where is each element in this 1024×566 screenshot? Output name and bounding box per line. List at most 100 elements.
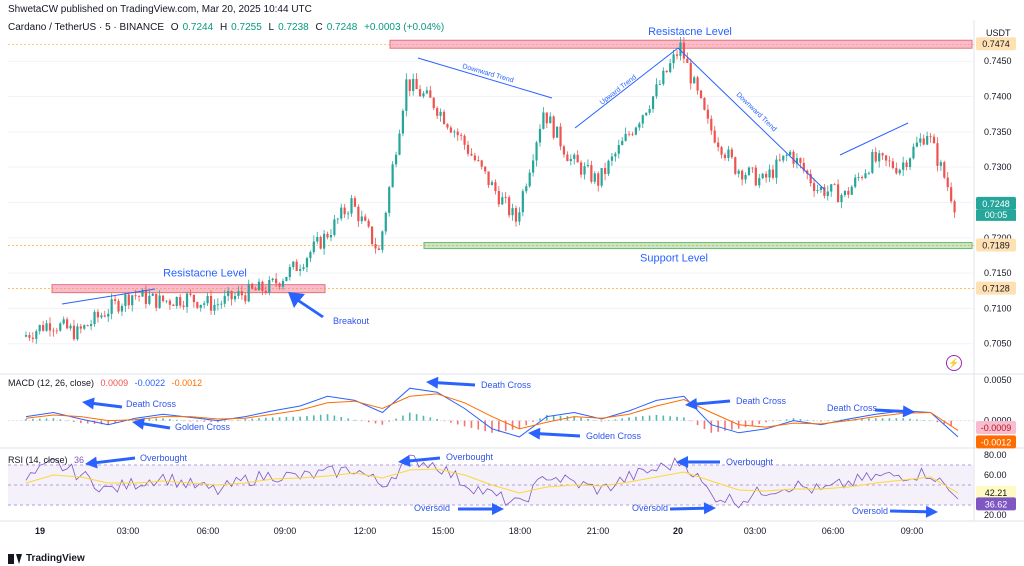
lightning-icon[interactable]: ⚡ [946, 355, 962, 371]
macd-histogram-bar [662, 415, 665, 421]
candle-body [110, 299, 113, 314]
candle-body [939, 162, 942, 166]
candle-body [230, 290, 233, 300]
macd-histogram-bar [696, 420, 699, 426]
macd-histogram-bar [360, 420, 363, 422]
resistance-top-label: Resistacne Level [648, 26, 732, 38]
macd-histogram-bar [189, 420, 192, 422]
candle-body [206, 295, 209, 304]
candle-body [799, 158, 802, 163]
macd-histogram-bar [230, 420, 233, 422]
overbought-label-2: Overbought [446, 452, 494, 462]
rsi-tag-2-bg [976, 497, 1016, 511]
macd-histogram-bar [402, 415, 404, 421]
trend-line [417, 57, 553, 99]
candle-body [350, 198, 353, 214]
candle-body [425, 90, 428, 94]
candle-body [693, 77, 696, 84]
candle-body [484, 166, 487, 172]
candle-body [59, 323, 62, 331]
macd-histogram-bar [73, 420, 75, 422]
candle-body [932, 136, 936, 144]
death-cross-label-2: Death Cross [481, 380, 532, 390]
candle-body [494, 182, 497, 192]
death-cross-label-1: Death Cross [126, 399, 177, 409]
tradingview-logo-icon [8, 553, 22, 564]
candle-body [545, 112, 548, 124]
symbol-name[interactable]: Cardano / TetherUS · 5 · BINANCE [8, 22, 164, 33]
candle-body [449, 127, 452, 133]
macd-histogram-bar [689, 420, 692, 422]
candle-body [888, 160, 891, 162]
macd-histogram-bar [237, 419, 240, 421]
golden-cross-label-1: Golden Cross [175, 422, 231, 432]
macd-histogram-bar [600, 420, 603, 422]
overbought-label-3: Overbought [726, 457, 774, 467]
candle-body [292, 261, 295, 268]
candle-body [24, 335, 28, 337]
candle-body [669, 63, 672, 73]
golden-cross-arrow-icon [132, 417, 171, 430]
macd-label[interactable]: MACD (12, 26, close) [8, 378, 95, 388]
death-cross-label-4: Death Cross [827, 403, 878, 413]
candle-body [278, 283, 281, 287]
candle-body [703, 97, 706, 110]
macd-histogram-bar [593, 420, 596, 421]
candle-body [754, 167, 757, 186]
macd-histogram-bar [319, 414, 322, 421]
candle-body [884, 155, 888, 161]
overbought-arrow-icon [398, 454, 441, 467]
candle-body [357, 206, 360, 222]
oversold-arrow-icon [458, 503, 504, 515]
macd-histogram-bar [943, 420, 946, 424]
macd-histogram-bar [909, 418, 911, 421]
macd-tag-1-bg [976, 420, 1016, 434]
candle-body [209, 295, 213, 311]
overbought-arrow-icon [85, 456, 136, 469]
macd-histogram-bar [655, 414, 658, 421]
macd-histogram-bar [59, 419, 62, 421]
candle-body [734, 157, 737, 174]
candle-body [185, 293, 189, 307]
candle-body [898, 169, 901, 174]
candle-body [192, 294, 195, 303]
candle-body [867, 172, 871, 174]
macd-tag-2-bg [976, 435, 1016, 449]
candle-body [446, 124, 449, 128]
candle-body [52, 330, 55, 332]
publisher-line: ShwetaCW published on TradingView.com, M… [8, 4, 312, 15]
candle-body [408, 79, 411, 91]
rsi-label[interactable]: RSI (14, close) [8, 455, 68, 465]
candle-body [42, 325, 45, 331]
macd-histogram-bar [491, 420, 493, 433]
candle-body [908, 158, 912, 168]
macd-histogram-bar [436, 419, 438, 421]
candle-body [257, 281, 261, 291]
candle-body [658, 84, 661, 85]
macd-histogram-bar [127, 420, 130, 421]
candle-body [741, 170, 744, 180]
candle-body [651, 96, 655, 109]
candle-body [165, 300, 168, 302]
candle-body [950, 187, 953, 202]
macd-histogram-bar [196, 420, 199, 422]
candle-body [761, 173, 764, 179]
macd-histogram-bar [806, 419, 809, 421]
candle-body [131, 295, 134, 306]
candle-body [415, 78, 418, 90]
macd-histogram-bar [532, 420, 534, 422]
macd-histogram-bar [175, 419, 178, 421]
candle-body [227, 290, 230, 296]
macd-histogram-bar [779, 420, 781, 421]
macd-histogram-bar [66, 420, 68, 422]
macd-histogram-bar [278, 417, 281, 421]
macd-legend: MACD (12, 26, close) 0.0009 -0.0022 -0.0… [8, 378, 202, 388]
candle-body [247, 283, 250, 302]
high-value: 0.7255 [231, 22, 262, 33]
candle-body [275, 278, 278, 284]
macd-histogram-bar [107, 420, 110, 425]
candle-body [576, 154, 579, 163]
candle-body [816, 190, 819, 192]
candle-body [600, 168, 603, 186]
